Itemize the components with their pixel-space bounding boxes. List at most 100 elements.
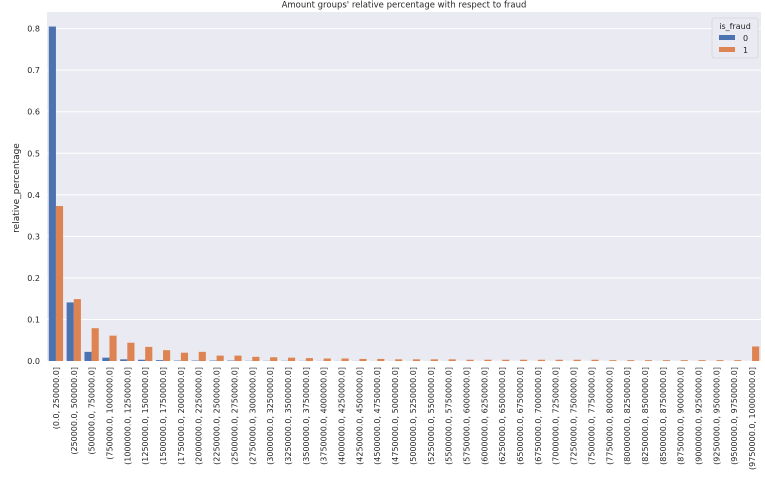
bar-series-1-25	[502, 359, 510, 361]
bar-series-1-9	[216, 355, 224, 361]
bar-series-1-35	[680, 360, 688, 361]
x-tick-label: (1500000.0, 1750000.0]	[159, 367, 168, 465]
x-tick-label: (5000000.0, 5250000.0]	[409, 367, 418, 465]
x-tick-label: (8000000.0, 8250000.0]	[623, 367, 632, 465]
x-tick-label: (8250000.0, 8500000.0]	[641, 367, 650, 465]
x-tick-label: (500000.0, 750000.0]	[88, 367, 97, 455]
x-tick-label: (0.0, 250000.0]	[52, 367, 61, 429]
bar-series-1-36	[698, 360, 706, 361]
bar-series-1-6	[163, 350, 171, 361]
legend: is_fraud 0 1	[711, 17, 759, 59]
bar-series-1-32	[627, 360, 635, 361]
bar-series-1-37	[716, 360, 724, 361]
x-tick-label: (6000000.0, 6250000.0]	[480, 367, 489, 465]
x-tick-label: (3500000.0, 3750000.0]	[302, 367, 311, 465]
y-axis-label: relative_percentage	[12, 143, 22, 233]
bar-series-1-4	[127, 342, 135, 361]
bar-series-0-1	[66, 302, 74, 361]
bars	[48, 26, 760, 362]
x-tick-label: (6500000.0, 6750000.0]	[516, 367, 525, 465]
y-tick-label: 0.5	[27, 149, 40, 158]
x-tick-label: (1000000.0, 1250000.0]	[123, 367, 132, 465]
bar-series-1-39	[752, 346, 760, 361]
bar-series-1-33	[644, 360, 653, 361]
legend-label-1: 1	[743, 46, 748, 55]
legend-swatch-0	[719, 35, 735, 40]
x-tick-label: (3750000.0, 4000000.0]	[320, 367, 329, 465]
bar-series-1-11	[252, 356, 260, 361]
x-tick-label: (5750000.0, 6000000.0]	[462, 367, 471, 465]
x-tick-label: (1750000.0, 2000000.0]	[177, 367, 186, 465]
y-tick-label: 0.8	[27, 25, 40, 34]
bar-series-1-10	[234, 355, 242, 361]
bar-series-1-13	[287, 357, 296, 361]
x-tick-label: (2750000.0, 3000000.0]	[248, 367, 257, 465]
x-tick-label: (7750000.0, 8000000.0]	[605, 367, 614, 465]
plot-background	[47, 12, 761, 361]
bar-series-0-3	[102, 357, 110, 361]
x-tick-label: (4750000.0, 5000000.0]	[391, 367, 400, 465]
x-tick-label: (3250000.0, 3500000.0]	[284, 367, 293, 465]
x-tick-label: (9750000.0, 10000000.0]	[748, 367, 757, 470]
bar-series-0-6	[155, 360, 164, 361]
bar-series-1-19	[395, 359, 403, 361]
bar-series-1-3	[109, 335, 117, 361]
x-tick-label: (8750000.0, 9000000.0]	[677, 367, 686, 465]
x-tick-label: (250000.0, 500000.0]	[70, 367, 79, 455]
y-tick-label: 0.7	[27, 66, 40, 75]
legend-title: is_fraud	[719, 22, 751, 31]
bar-series-0-2	[84, 351, 92, 361]
x-tick-label: (2250000.0, 2500000.0]	[213, 367, 222, 465]
x-tick-label: (7250000.0, 7500000.0]	[570, 367, 579, 465]
bar-series-1-1	[73, 299, 81, 361]
y-tick-label: 0.2	[27, 274, 40, 283]
bar-series-1-26	[520, 359, 528, 361]
bar-series-0-0	[48, 26, 56, 362]
legend-swatch-1	[719, 47, 735, 52]
bar-series-1-23	[466, 359, 474, 361]
bar-series-1-24	[484, 359, 492, 361]
y-tick-label: 0.3	[27, 232, 40, 241]
bar-series-1-15	[323, 358, 331, 361]
bar-series-1-34	[662, 360, 670, 361]
bar-series-1-8	[198, 351, 206, 361]
bar-series-1-21	[430, 359, 438, 361]
x-tick-label: (6250000.0, 6500000.0]	[498, 367, 507, 465]
bar-series-1-38	[734, 360, 742, 361]
y-tick-label: 0.1	[27, 315, 40, 324]
x-tick-label: (4500000.0, 4750000.0]	[373, 367, 382, 465]
x-tick-label: (9500000.0, 9750000.0]	[730, 367, 739, 465]
y-tick-label: 0.6	[27, 108, 40, 117]
y-tick-label: 0.4	[27, 191, 40, 200]
x-tick-label: (2000000.0, 2250000.0]	[195, 367, 204, 465]
bar-series-1-17	[359, 358, 367, 361]
x-tick-label: (1250000.0, 1500000.0]	[141, 367, 150, 465]
x-tick-label: (2500000.0, 2750000.0]	[230, 367, 239, 465]
x-tick-label: (750000.0, 1000000.0]	[105, 367, 114, 460]
bar-series-1-16	[341, 358, 349, 361]
bar-series-1-7	[180, 352, 189, 361]
x-tick-label: (9250000.0, 9500000.0]	[712, 367, 721, 465]
x-tick-label: (6750000.0, 7000000.0]	[534, 367, 543, 465]
x-tick-label: (7000000.0, 7250000.0]	[552, 367, 561, 465]
x-tick-label: (5250000.0, 5500000.0]	[427, 367, 436, 465]
x-tick-label: (3000000.0, 3250000.0]	[266, 367, 275, 465]
gridlines	[47, 28, 761, 362]
x-tick-label: (8500000.0, 8750000.0]	[659, 367, 668, 465]
bar-series-1-14	[305, 358, 313, 361]
x-tick-label: (7500000.0, 7750000.0]	[587, 367, 596, 465]
chart-title: Amount groups' relative percentage with …	[282, 1, 527, 11]
bar-series-1-29	[573, 359, 581, 361]
bar-series-1-27	[537, 359, 546, 361]
x-tick-label: (4000000.0, 4250000.0]	[338, 367, 347, 465]
legend-label-0: 0	[743, 34, 748, 43]
bar-series-0-5	[138, 359, 146, 361]
y-tick-label: 0.0	[27, 357, 40, 366]
y-tick-labels: 0.0 0.1 0.2 0.3 0.4 0.5 0.6 0.7 0.8	[27, 25, 40, 366]
bar-series-1-12	[270, 357, 278, 361]
bar-series-0-4	[120, 359, 128, 361]
bar-series-1-28	[555, 359, 563, 361]
x-tick-label: (4250000.0, 4500000.0]	[355, 367, 364, 465]
x-tick-labels: (0.0, 250000.0] (250000.0, 500000.0] (5000…	[52, 367, 757, 470]
